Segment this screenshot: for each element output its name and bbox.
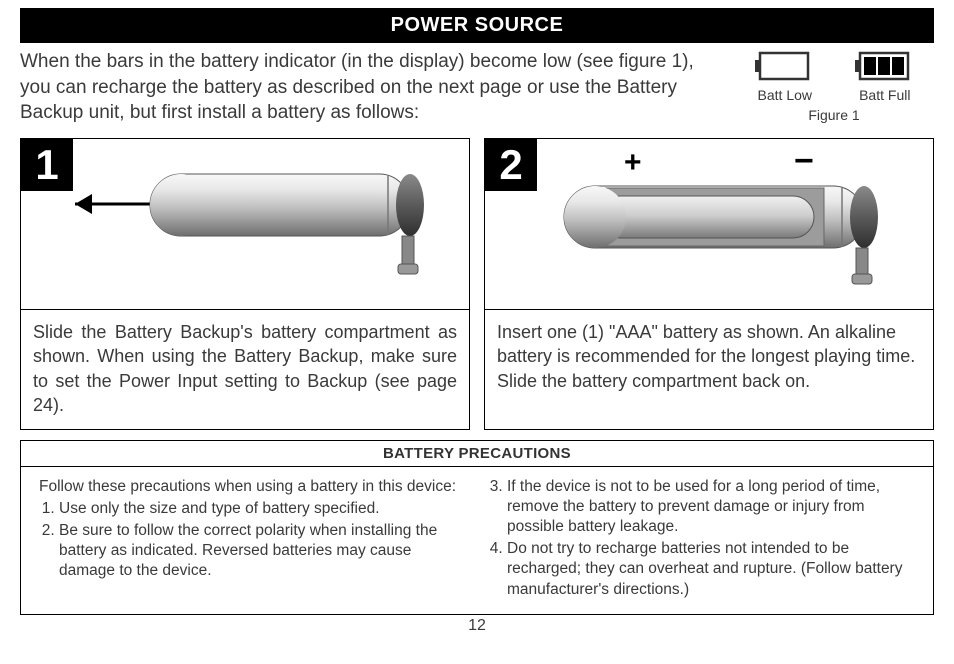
precautions-col-right: If the device is not to be used for a lo… [487, 477, 915, 602]
precaution-item: If the device is not to be used for a lo… [507, 477, 915, 537]
battery-low-icon [754, 49, 814, 83]
batt-low-label: Batt Low [758, 87, 812, 103]
precaution-item: Use only the size and type of battery sp… [59, 499, 467, 519]
svg-text:+: + [624, 146, 642, 179]
precaution-item: Be sure to follow the correct polarity w… [59, 521, 467, 581]
step-1: 1 [20, 138, 470, 430]
step-1-diagram [21, 139, 469, 309]
precautions-box: BATTERY PRECAUTIONS Follow these precaut… [20, 440, 934, 615]
steps-row: 1 [20, 138, 934, 430]
step-2-caption: Insert one (1) "AAA" battery as shown. A… [485, 309, 933, 429]
figure-caption: Figure 1 [734, 107, 934, 123]
step-2-diagram: + − [485, 139, 933, 309]
batt-full-label: Batt Full [859, 87, 910, 103]
precaution-item: Do not try to recharge batteries not int… [507, 539, 915, 599]
step-1-number: 1 [21, 139, 73, 191]
precautions-title: BATTERY PRECAUTIONS [21, 441, 933, 467]
intro-row: When the bars in the battery indicator (… [20, 49, 934, 126]
figure-1: Batt Low Batt Full Figure 1 [734, 49, 934, 126]
section-header: POWER SOURCE [20, 8, 934, 43]
step-2: 2 [484, 138, 934, 430]
svg-text:−: − [794, 144, 814, 180]
step-1-caption: Slide the Battery Backup's battery compa… [21, 309, 469, 429]
precautions-intro: Follow these precautions when using a ba… [39, 477, 467, 497]
battery-full-icon [854, 49, 914, 83]
page-number: 12 [20, 617, 934, 635]
intro-text: When the bars in the battery indicator (… [20, 49, 722, 126]
step-2-number: 2 [485, 139, 537, 191]
precautions-col-left: Follow these precautions when using a ba… [39, 477, 467, 602]
